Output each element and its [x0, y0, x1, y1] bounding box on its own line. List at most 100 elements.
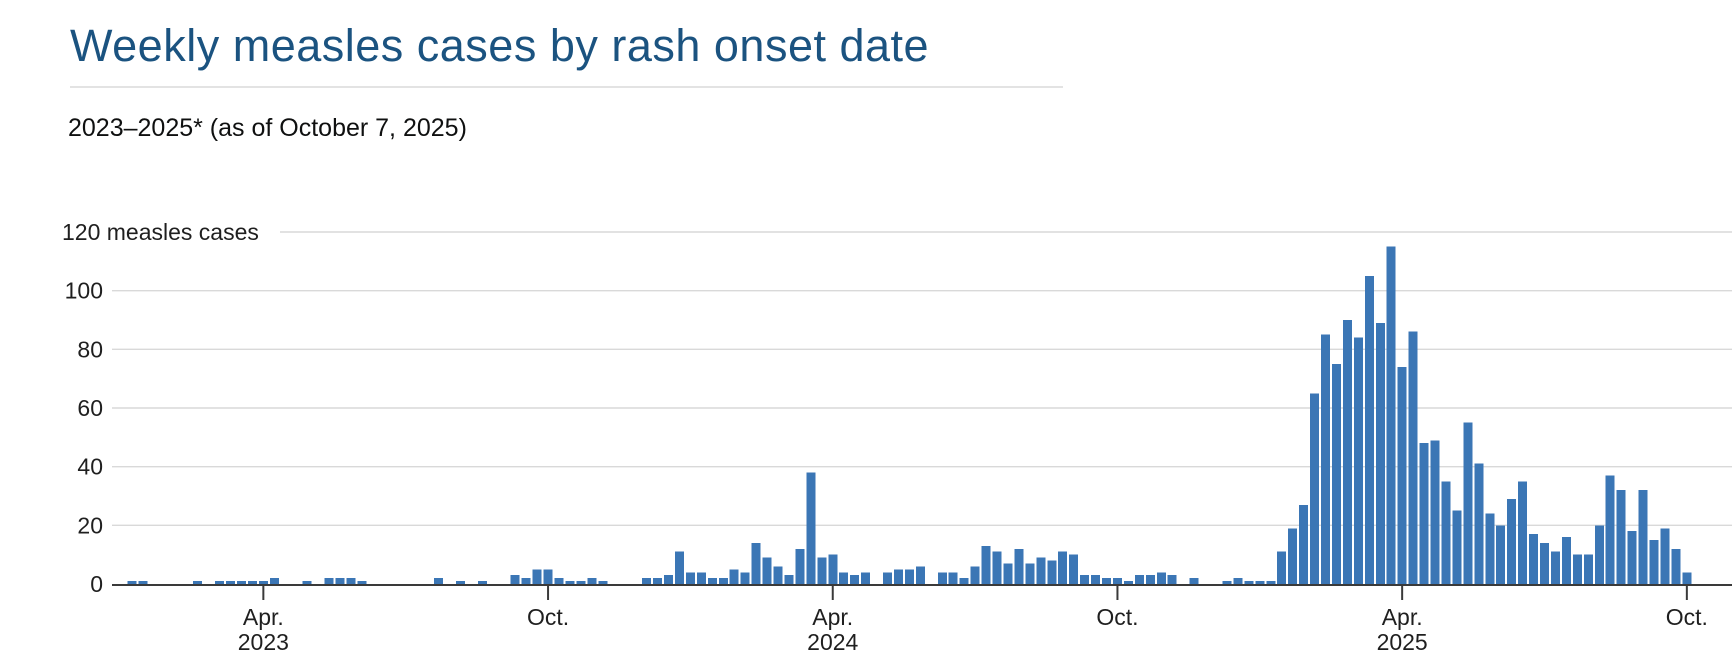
bar-week-82[interactable]	[1014, 548, 1024, 584]
bar-week-98[interactable]	[1189, 578, 1199, 584]
bar-week-44[interactable]	[598, 581, 608, 584]
bar-week-110[interactable]	[1321, 334, 1330, 584]
bar-week-40[interactable]	[554, 578, 564, 584]
bar-week-60[interactable]	[773, 566, 783, 584]
bar-week-77[interactable]	[959, 578, 969, 584]
bar-week-112[interactable]	[1342, 320, 1352, 584]
bar-week-2[interactable]	[138, 581, 148, 584]
bar-week-39[interactable]	[543, 569, 553, 584]
bar-week-61[interactable]	[784, 575, 794, 584]
bar-week-91[interactable]	[1112, 578, 1122, 584]
bar-week-63[interactable]	[806, 472, 816, 584]
bar-week-55[interactable]	[718, 578, 728, 584]
bar-week-116[interactable]	[1386, 246, 1396, 584]
bar-week-19[interactable]	[324, 578, 334, 584]
bar-week-101[interactable]	[1222, 581, 1232, 584]
bar-week-117[interactable]	[1397, 366, 1407, 584]
bar-week-123[interactable]	[1463, 422, 1473, 584]
bar-week-93[interactable]	[1134, 575, 1144, 584]
bar-week-49[interactable]	[653, 578, 663, 584]
bar-week-12[interactable]	[247, 581, 257, 584]
bar-week-83[interactable]	[1025, 563, 1035, 584]
bar-week-66[interactable]	[839, 572, 849, 584]
bar-week-17[interactable]	[302, 581, 312, 584]
bar-week-14[interactable]	[269, 578, 279, 584]
bar-week-131[interactable]	[1550, 551, 1560, 584]
bar-week-22[interactable]	[357, 581, 367, 584]
bar-week-52[interactable]	[685, 572, 695, 584]
bar-week-59[interactable]	[762, 557, 772, 584]
bar-week-10[interactable]	[226, 581, 235, 584]
bar-week-125[interactable]	[1485, 513, 1495, 584]
bar-week-75[interactable]	[937, 572, 947, 584]
bar-week-143[interactable]	[1682, 572, 1692, 584]
bar-week-48[interactable]	[642, 578, 652, 584]
bar-week-81[interactable]	[1003, 563, 1013, 584]
bar-week-108[interactable]	[1299, 504, 1309, 584]
bar-week-104[interactable]	[1255, 581, 1265, 584]
bar-week-114[interactable]	[1364, 276, 1374, 584]
bar-week-96[interactable]	[1167, 575, 1177, 584]
bar-week-53[interactable]	[696, 572, 706, 584]
bar-week-79[interactable]	[981, 545, 991, 584]
bar-week-120[interactable]	[1430, 440, 1440, 584]
bar-week-84[interactable]	[1036, 557, 1046, 584]
bar-week-113[interactable]	[1353, 337, 1363, 584]
bar-week-57[interactable]	[740, 572, 750, 584]
bar-week-134[interactable]	[1583, 554, 1593, 584]
bar-week-95[interactable]	[1156, 572, 1166, 584]
bar-week-135[interactable]	[1594, 525, 1604, 584]
bar-week-124[interactable]	[1474, 463, 1484, 584]
bar-week-137[interactable]	[1616, 490, 1626, 584]
bar-week-58[interactable]	[751, 542, 761, 584]
bar-week-42[interactable]	[576, 581, 586, 584]
bar-week-54[interactable]	[707, 578, 717, 584]
bar-week-115[interactable]	[1375, 322, 1385, 584]
bar-week-43[interactable]	[587, 578, 597, 584]
bar-week-119[interactable]	[1419, 443, 1429, 584]
bar-week-80[interactable]	[992, 551, 1002, 584]
bar-week-142[interactable]	[1671, 548, 1681, 584]
bar-week-73[interactable]	[915, 566, 925, 584]
bar-week-136[interactable]	[1605, 475, 1615, 584]
bar-week-132[interactable]	[1561, 537, 1571, 584]
bar-week-126[interactable]	[1496, 525, 1506, 584]
bar-week-1[interactable]	[127, 581, 137, 584]
bar-week-13[interactable]	[258, 581, 268, 584]
bar-week-41[interactable]	[565, 581, 575, 584]
bar-week-141[interactable]	[1660, 528, 1670, 584]
bar-week-68[interactable]	[861, 572, 871, 584]
bar-week-70[interactable]	[883, 572, 892, 584]
bar-week-62[interactable]	[795, 548, 805, 584]
bar-week-85[interactable]	[1047, 560, 1057, 584]
bar-week-76[interactable]	[948, 572, 958, 584]
bar-week-111[interactable]	[1331, 364, 1341, 584]
bar-week-103[interactable]	[1244, 581, 1254, 584]
bar-week-139[interactable]	[1638, 490, 1648, 584]
bar-week-102[interactable]	[1233, 578, 1243, 584]
bar-week-127[interactable]	[1507, 498, 1517, 584]
bar-week-78[interactable]	[970, 566, 980, 584]
bar-week-122[interactable]	[1452, 510, 1462, 584]
bar-week-92[interactable]	[1123, 581, 1133, 584]
bar-week-128[interactable]	[1518, 481, 1528, 584]
bar-week-50[interactable]	[664, 575, 673, 584]
bar-week-86[interactable]	[1058, 551, 1068, 584]
bar-week-56[interactable]	[729, 569, 739, 584]
bar-week-67[interactable]	[850, 575, 860, 584]
bar-week-11[interactable]	[236, 581, 246, 584]
bar-week-33[interactable]	[477, 581, 487, 584]
bar-week-89[interactable]	[1091, 575, 1101, 584]
bar-week-72[interactable]	[904, 569, 914, 584]
bar-week-140[interactable]	[1649, 540, 1659, 584]
bar-week-133[interactable]	[1572, 554, 1582, 584]
bar-week-51[interactable]	[674, 551, 684, 584]
bar-week-64[interactable]	[817, 557, 827, 584]
bar-week-90[interactable]	[1102, 578, 1111, 584]
bar-week-105[interactable]	[1266, 581, 1276, 584]
bar-week-107[interactable]	[1288, 528, 1298, 584]
bar-week-138[interactable]	[1627, 531, 1637, 584]
bar-week-109[interactable]	[1310, 393, 1320, 584]
bar-week-29[interactable]	[434, 578, 444, 584]
bar-week-106[interactable]	[1277, 551, 1287, 584]
